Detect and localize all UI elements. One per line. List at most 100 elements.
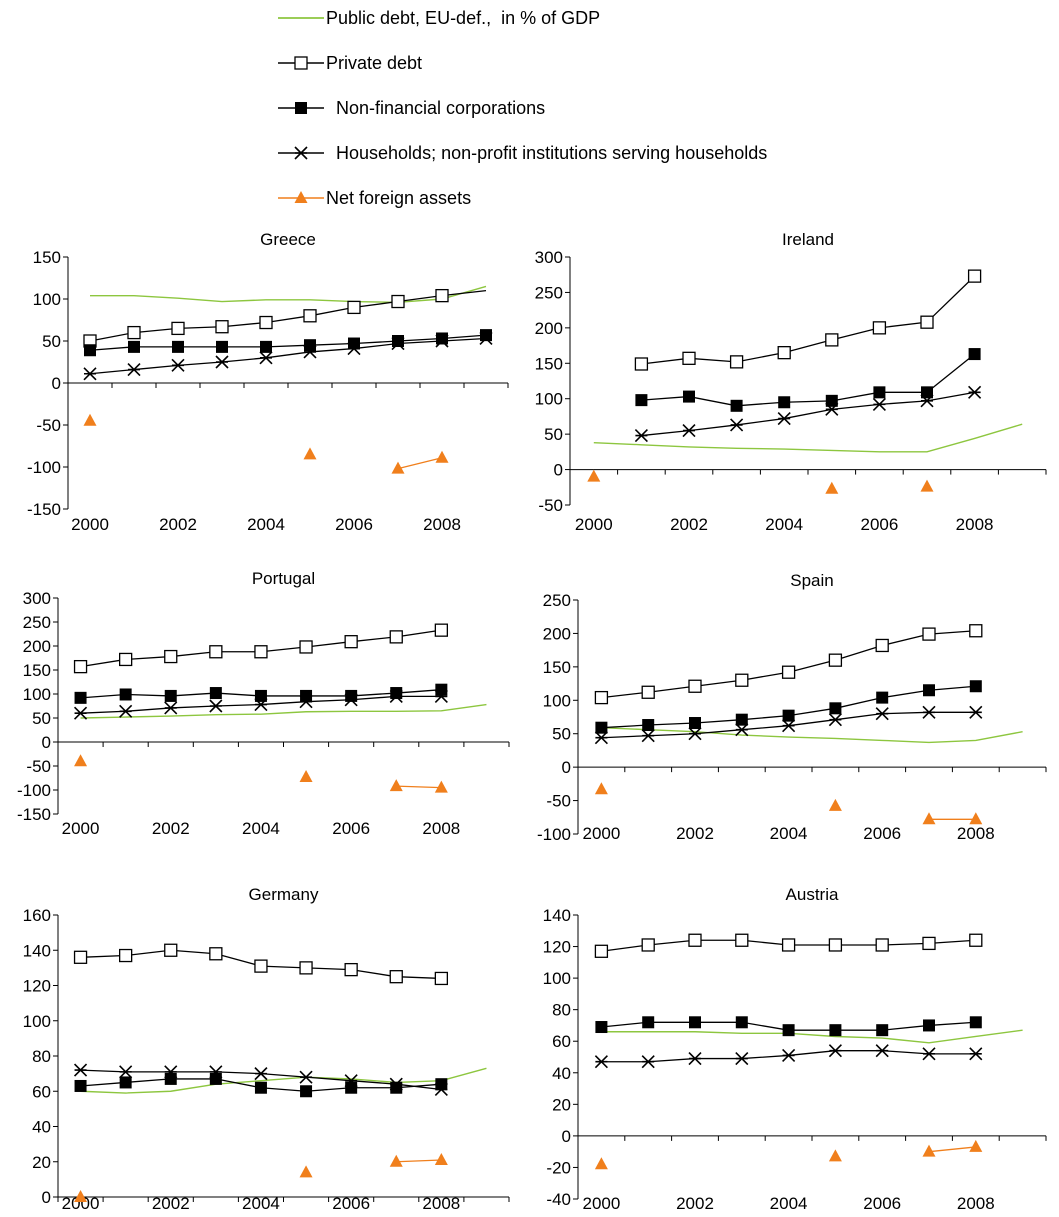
y-tick-label: 50 [544, 425, 563, 444]
private-debt-point [300, 962, 312, 974]
private-debt-point [260, 317, 272, 329]
private-debt-point [345, 964, 357, 976]
non-financial-corporations-point [172, 341, 184, 353]
non-financial-corporations-point [876, 1024, 888, 1036]
private-debt-point [829, 654, 841, 666]
chart-title: Greece [260, 230, 316, 249]
private-debt-point [731, 356, 743, 368]
x-tick-label: 2000 [62, 819, 100, 838]
non-financial-corporations-point [128, 341, 140, 353]
y-tick-label: 40 [32, 1118, 51, 1137]
series-non-financial-corporations [84, 329, 492, 356]
y-tick-label: 50 [32, 709, 51, 728]
asterisk-marker-icon-marker [295, 147, 307, 159]
y-tick-label: 60 [552, 1032, 571, 1051]
non-financial-corporations-point [642, 1016, 654, 1028]
x-tick-label: 2002 [676, 824, 714, 843]
y-tick-label: 200 [543, 624, 571, 643]
households-point [970, 1048, 982, 1060]
households-point [120, 1066, 132, 1078]
net-foreign-assets-point [304, 447, 317, 459]
x-tick-label: 2004 [770, 824, 808, 843]
private-debt-point [435, 624, 447, 636]
y-tick-label: 200 [23, 637, 51, 656]
legend-label: Non-financial corporations [326, 98, 545, 119]
private-debt-point [683, 352, 695, 364]
y-tick-label: 40 [552, 1064, 571, 1083]
open-square-marker-icon-marker [295, 57, 307, 69]
y-tick-label: -40 [546, 1190, 571, 1209]
private-debt-point [873, 322, 885, 334]
y-tick-label: 200 [535, 319, 563, 338]
net-foreign-assets-line [396, 786, 441, 787]
private-debt-point [783, 666, 795, 678]
y-tick-label: 100 [543, 691, 571, 710]
series-public-debt [594, 424, 1022, 452]
households-point [635, 430, 647, 442]
y-tick-label: -50 [26, 757, 51, 776]
households-point [689, 728, 701, 740]
x-tick-label: 2008 [956, 515, 994, 534]
non-financial-corporations-point [736, 1016, 748, 1028]
non-financial-corporations-point [778, 396, 790, 408]
private-debt-point [390, 971, 402, 983]
x-tick-label: 2006 [332, 819, 370, 838]
households-point [300, 1071, 312, 1083]
series-public-debt [90, 286, 486, 302]
legend-item-private: Private debt [278, 48, 422, 78]
private-debt-point [689, 934, 701, 946]
series-private-debt [75, 624, 448, 672]
x-tick-label: 2000 [575, 515, 613, 534]
households-line [90, 338, 486, 373]
private-debt-point [300, 641, 312, 653]
y-tick-label: -150 [27, 500, 61, 519]
public-debt-line [601, 1030, 1022, 1043]
series-private-debt [75, 944, 448, 984]
chart-spain: Spain 250 200 150 100 50 0 -50 -100 2000 2002 2004 2… [530, 570, 1059, 860]
households-point [923, 706, 935, 718]
private-debt-point [75, 661, 87, 673]
x-tick-label: 2008 [957, 1194, 995, 1213]
non-financial-corporations-point [120, 1076, 132, 1088]
y-tick-label: 250 [23, 613, 51, 632]
private-debt-point [876, 939, 888, 951]
private-debt-point [783, 939, 795, 951]
households-point [84, 368, 96, 380]
households-point [778, 413, 790, 425]
y-tick-label: 0 [42, 733, 51, 752]
y-tick-label: 60 [32, 1082, 51, 1101]
net-foreign-assets-point [300, 1165, 313, 1177]
non-financial-corporations-point [783, 710, 795, 722]
private-debt-point [435, 972, 447, 984]
private-debt-point [921, 316, 933, 328]
private-debt-line [90, 291, 486, 341]
non-financial-corporations-point [165, 690, 177, 702]
y-tick-label: 20 [552, 1095, 571, 1114]
non-financial-corporations-point [683, 391, 695, 403]
y-tick-label: 80 [552, 1001, 571, 1020]
y-tick-label: 100 [535, 390, 563, 409]
private-debt-point [970, 625, 982, 637]
net-foreign-assets-point [969, 812, 982, 824]
non-financial-corporations-point [304, 339, 316, 351]
y-tick-label: 80 [32, 1047, 51, 1066]
y-tick-label: -50 [546, 792, 571, 811]
legend-item-public: Public debt, EU-def., in % of GDP [278, 3, 600, 33]
private-debt-point [390, 631, 402, 643]
y-tick-label: -50 [36, 416, 61, 435]
private-debt-point [392, 296, 404, 308]
non-financial-corporations-point [923, 684, 935, 696]
series-households [595, 1045, 981, 1068]
y-tick-label: 0 [562, 1127, 571, 1146]
private-debt-point [736, 934, 748, 946]
chart-panel-portugal: Portugal 300 250 200 150 100 50 0 -50 -100 -150 200… [0, 570, 520, 860]
non-financial-corporations-point [260, 341, 272, 353]
open-square-marker-icon [278, 48, 324, 78]
non-financial-corporations-point [84, 344, 96, 356]
non-financial-corporations-point [689, 717, 701, 729]
x-tick-label: 2006 [863, 1194, 901, 1213]
net-foreign-assets-point [587, 470, 600, 482]
x-tick-label: 2004 [765, 515, 803, 534]
net-foreign-assets-line [929, 1147, 976, 1152]
net-foreign-assets-line [396, 1160, 441, 1162]
